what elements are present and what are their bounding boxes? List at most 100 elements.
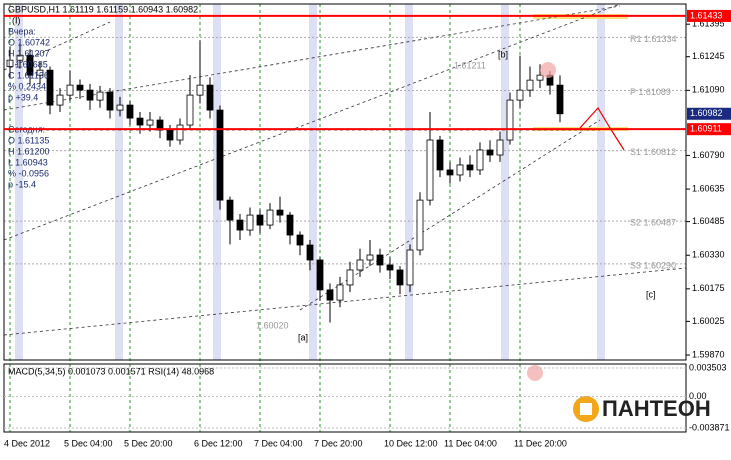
candle-body	[66, 84, 74, 96]
y-tick-label: 1.60330	[692, 250, 725, 260]
candle-body	[486, 149, 494, 156]
info-line: O 1.60742	[8, 37, 50, 47]
annotation: [a]	[298, 332, 308, 342]
candle-body	[266, 209, 274, 226]
candle-body	[206, 84, 214, 111]
logo: ПАНТЕОН	[573, 396, 711, 422]
candle-body	[286, 214, 294, 236]
logo-text: ПАНТЕОН	[602, 396, 711, 421]
candle-body	[326, 289, 334, 301]
indicator-title: MACD(5,34,5) 0.001073 0.001571 RSI(14) 4…	[8, 366, 214, 376]
candle-body	[106, 91, 114, 111]
candle-body	[426, 139, 434, 201]
price-label: 1.60911	[690, 124, 722, 134]
forecast-zigzag	[579, 106, 625, 151]
candle-body	[186, 94, 194, 126]
indicator-tick-label: -0.003871	[689, 422, 730, 432]
last-price-label: 1.60982	[690, 108, 723, 118]
x-tick-label: 10 Dec 12:00	[384, 438, 438, 448]
info-line: % -0.0956	[8, 168, 49, 178]
price-label-box	[687, 9, 731, 22]
x-tick-label: 5 Dec 04:00	[64, 438, 113, 448]
candle-body	[36, 69, 44, 76]
candle-body	[466, 164, 474, 171]
annotation: 1.60020	[256, 320, 289, 330]
candle-body	[126, 104, 134, 119]
candle-body	[476, 149, 484, 171]
candle-body	[176, 124, 184, 141]
candle-body	[16, 54, 24, 61]
y-tick-label: 1.60025	[692, 316, 725, 326]
candle-body	[536, 74, 544, 81]
x-tick-label: 11 Dec 04:00	[444, 438, 497, 448]
candle-body	[416, 199, 424, 251]
price-label: 1.61433	[690, 10, 723, 20]
x-tick-label: 6 Dec 12:00	[194, 438, 243, 448]
info-line: p +39.4	[8, 92, 38, 102]
pivot-label: S1 1.60812	[630, 147, 676, 157]
indicator-tick-label: 0.003503	[689, 362, 727, 372]
info-line: % 0.2434	[8, 81, 46, 91]
price-label-box	[687, 123, 731, 136]
info-line: L 1.60943	[8, 157, 48, 167]
x-tick-label: 7 Dec 04:00	[254, 438, 303, 448]
pivot-label: P 1.61089	[630, 87, 671, 97]
candle-body	[436, 139, 444, 171]
annotation: 1.61211	[454, 60, 486, 70]
candle-body	[46, 69, 54, 106]
y-tick-label: 1.60635	[692, 183, 725, 193]
y-tick-label: 1.59870	[692, 349, 725, 359]
info-line: C 1.61136	[8, 70, 49, 80]
candle-body	[96, 91, 104, 101]
candle-body	[296, 234, 304, 246]
candle-body	[556, 84, 564, 115]
info-line: p -15.4	[8, 179, 36, 189]
candle-body	[346, 269, 354, 286]
info-line: Вчера:	[8, 26, 36, 36]
info-line: H 1.61200	[8, 146, 50, 156]
candle-body	[56, 94, 64, 106]
candle-body	[26, 54, 34, 76]
y-tick-label: 1.60485	[692, 216, 725, 226]
annotation: [c]	[646, 289, 656, 299]
candle-body	[446, 169, 454, 176]
info-line: L 1.60685	[8, 59, 48, 69]
x-tick-label: 4 Dec 2012	[4, 438, 50, 448]
indicator-tick-label: 0.00	[689, 391, 707, 401]
candle-body	[196, 84, 204, 96]
candle-body	[356, 259, 364, 271]
candle-body	[86, 89, 94, 101]
candle-body	[526, 79, 534, 91]
candle-body	[396, 269, 404, 286]
candle-body	[146, 119, 154, 126]
highlight	[540, 62, 556, 78]
x-tick-label: 5 Dec 20:00	[124, 438, 173, 448]
pivot-label: R1 1.61334	[630, 34, 677, 44]
candle-body	[506, 99, 514, 141]
main-frame	[3, 3, 687, 361]
chart-title: GBPUSD,H1 1.61119 1.61159 1.60943 1.6098…	[8, 4, 198, 14]
candle-body	[276, 209, 284, 216]
candle-body	[256, 214, 264, 226]
x-tick-label: 11 Dec 20:00	[514, 438, 567, 448]
annotation: (I)	[12, 15, 21, 25]
candle-body	[226, 199, 234, 221]
candle-body	[236, 219, 244, 231]
candle-body	[376, 254, 384, 266]
pivot-label: S2 1.60487	[630, 218, 676, 228]
y-tick-label: 1.61395	[692, 19, 725, 29]
info-line: O 1.61135	[8, 135, 49, 145]
candle-body	[246, 214, 254, 231]
y-tick-label: 1.61245	[692, 51, 725, 61]
highlight	[527, 365, 543, 381]
candle-body	[366, 254, 374, 261]
candle-body	[6, 59, 14, 67]
y-tick-label: 1.60790	[692, 150, 725, 160]
candle-body	[136, 117, 144, 126]
candle-body	[496, 139, 504, 156]
pivot-label: S3 1.60290	[630, 260, 676, 270]
candle-body	[456, 164, 464, 176]
